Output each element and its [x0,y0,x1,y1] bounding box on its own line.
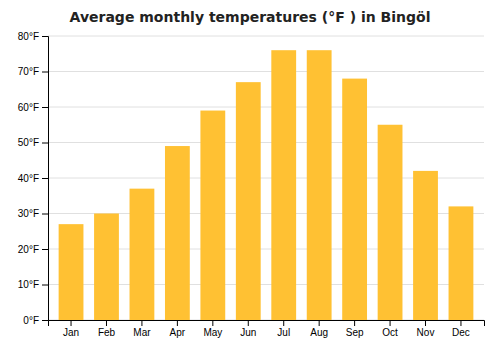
grid-line [48,71,484,72]
y-tick-label: 40°F [18,173,39,184]
chart: 0°F 10°F 20°F 30°F 40°F 50°F 60°F 70°F 80°F Jan Fe… [0,0,500,350]
y-tick-mark [42,72,48,73]
y-tick: 30°F [18,208,48,219]
x-tick-label: Dec [452,327,470,338]
y-axis-line [42,37,49,321]
bar [236,82,261,320]
y-tick-label: 80°F [18,31,39,42]
bar [94,214,119,321]
x-tick: Apr [170,320,186,338]
y-tick: 20°F [18,244,48,255]
x-tick-label: Jan [63,327,79,338]
x-tick-label: Jun [240,327,256,338]
x-tick-label: Aug [310,327,328,338]
y-tick-label: 30°F [18,208,39,219]
bar [130,189,155,320]
x-tick: Jun [240,320,256,338]
x-tick-mark [283,320,284,326]
y-tick-mark [42,249,48,250]
bar [342,79,367,320]
y-tick: 40°F [18,173,48,184]
x-tick-mark [248,320,249,326]
x-axis: Jan Feb Mar Apr May Jun Jul Aug Sep Oct Nov Dec [49,320,485,338]
x-tick: May [203,320,222,338]
x-tick-label: Feb [98,327,116,338]
y-tick: 10°F [18,279,48,290]
grid-line [48,36,484,37]
y-tick-mark [42,178,48,179]
x-tick: Aug [310,320,328,338]
title: Average monthly temperatures (°F ) in Bi… [70,9,431,25]
y-tick-label: 60°F [18,102,39,113]
y-tick-mark [42,107,48,108]
y-tick: 60°F [18,102,48,113]
bar [378,125,403,320]
y-tick-mark [42,143,48,144]
x-tick-mark [319,320,320,326]
x-tick: Nov [417,320,435,338]
y-tick: 80°F [18,31,48,42]
grid-line [48,107,484,108]
x-tick: Feb [98,320,116,338]
bar [271,50,296,320]
y-tick-label: 0°F [23,315,39,326]
x-tick: Jul [277,320,290,338]
x-tick: Jan [63,320,79,338]
bar [59,224,84,320]
bar [165,146,190,320]
x-tick: Mar [133,320,151,338]
y-axis: 0°F 10°F 20°F 30°F 40°F 50°F 60°F 70°F 80°F [18,31,49,326]
x-tick-mark [354,320,355,326]
y-tick: 0°F [23,315,48,326]
y-tick-mark [42,36,48,37]
x-tick-label: Mar [133,327,151,338]
plot: 0°F 10°F 20°F 30°F 40°F 50°F 60°F 70°F 80°F Jan Fe… [18,31,485,338]
x-tick-mark [106,320,107,326]
bar [307,50,332,320]
bars [59,50,474,320]
y-tick-label: 20°F [18,244,39,255]
x-tick-label: Oct [382,327,398,338]
grid [48,36,484,320]
y-tick-mark [42,320,48,321]
x-tick-label: Apr [170,327,186,338]
x-tick: Dec [452,320,470,338]
x-tick-label: Jul [277,327,290,338]
y-tick: 70°F [18,66,48,77]
grid-line [48,142,484,143]
x-tick: Sep [346,320,364,338]
x-tick-mark [141,320,142,326]
x-tick-mark [212,320,213,326]
bar [200,111,225,320]
x-tick-label: Sep [346,327,364,338]
x-tick-mark [177,320,178,326]
y-tick-mark [42,285,48,286]
bar [449,206,474,320]
y-tick: 50°F [18,137,48,148]
bar [413,171,438,320]
x-tick-mark [71,320,72,326]
y-tick-label: 50°F [18,137,39,148]
y-tick-label: 10°F [18,279,39,290]
x-tick-mark [425,320,426,326]
x-tick-label: May [203,327,222,338]
y-tick-label: 70°F [18,66,39,77]
y-tick-mark [42,214,48,215]
x-tick-mark [460,320,461,326]
x-tick: Oct [382,320,398,338]
x-axis-line [49,321,485,327]
x-tick-label: Nov [417,327,435,338]
x-tick-mark [390,320,391,326]
